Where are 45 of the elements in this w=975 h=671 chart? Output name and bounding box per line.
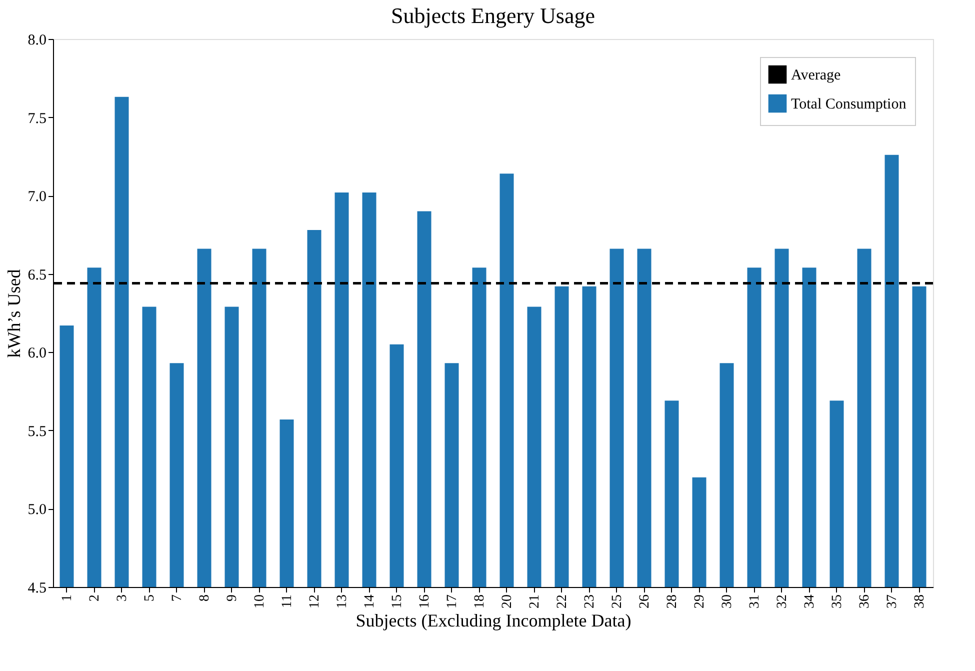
x-tick-label: 28 xyxy=(664,594,680,608)
x-tick-label: 31 xyxy=(747,594,762,608)
y-axis-title: kWh’s Used xyxy=(4,269,24,358)
x-tick-label: 3 xyxy=(114,594,130,602)
x-tick-label: 7 xyxy=(170,594,185,602)
x-tick-label: 36 xyxy=(857,594,872,608)
x-tick-label: 32 xyxy=(774,594,790,608)
x-tick-label: 10 xyxy=(252,594,268,608)
x-tick-label: 22 xyxy=(554,594,570,608)
y-tick-label: 4.5 xyxy=(28,580,46,596)
y-tick-label: 6.5 xyxy=(28,267,46,284)
x-tick-label: 9 xyxy=(224,594,240,602)
x-tick-label: 20 xyxy=(500,594,515,608)
x-tick-label: 15 xyxy=(390,594,405,608)
x-tick-label: 17 xyxy=(444,594,460,608)
x-tick-label: 21 xyxy=(527,594,542,608)
x-tick-label: 11 xyxy=(280,594,295,608)
x-tick-label: 16 xyxy=(417,594,432,608)
x-tick-label: 12 xyxy=(307,594,322,608)
x-axis-title: Subjects (Excluding Incomplete Data) xyxy=(356,610,632,630)
x-tick-label: 37 xyxy=(884,594,900,608)
x-tick-label: 14 xyxy=(362,594,378,608)
y-tick-label: 5.0 xyxy=(28,502,46,518)
x-tick-label: 38 xyxy=(912,594,928,608)
x-tick-label: 26 xyxy=(637,594,652,608)
legend-label: Average xyxy=(791,68,842,84)
x-tick-label: 5 xyxy=(142,594,158,602)
x-tick-label: 23 xyxy=(582,594,598,608)
x-tick-label: 29 xyxy=(692,594,708,608)
chart-title: Subjects Engery Usage xyxy=(390,3,596,28)
x-tick-label: 2 xyxy=(87,594,102,602)
x-tick-label: 1 xyxy=(60,594,75,602)
y-tick-label: 8.0 xyxy=(28,32,46,48)
y-tick-label: 6.0 xyxy=(28,346,46,362)
x-tick-label: 30 xyxy=(720,594,735,608)
y-tick-label: 7.5 xyxy=(28,110,46,127)
x-tick-label: 35 xyxy=(830,594,845,608)
y-tick-label: 7.0 xyxy=(28,189,46,206)
x-tick-label: 34 xyxy=(802,594,818,608)
y-tick-label: 5.5 xyxy=(28,424,46,440)
x-tick-label: 13 xyxy=(334,594,350,608)
x-tick-label: 8 xyxy=(197,594,212,602)
x-tick-label: 25 xyxy=(610,594,625,608)
x-tick-label: 18 xyxy=(472,594,488,608)
legend-label: Total Consumption xyxy=(791,96,907,112)
